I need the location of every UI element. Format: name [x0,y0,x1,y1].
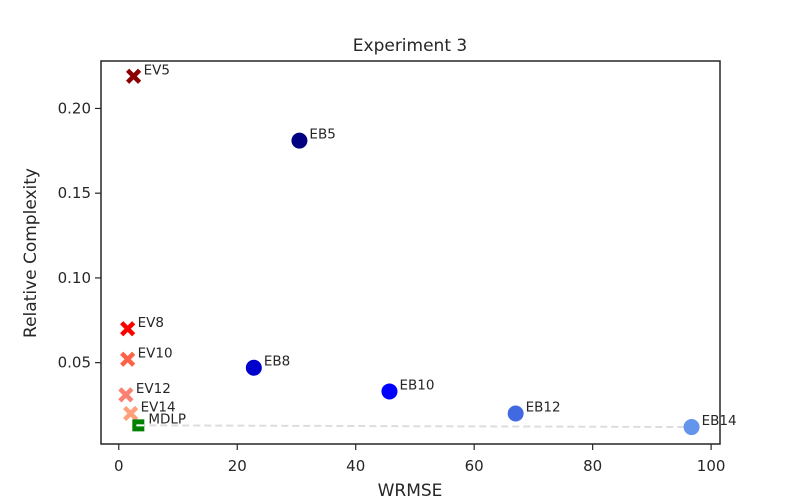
point-eb14-label: EB14 [702,413,737,429]
point-ev14-marker [123,405,139,422]
point-eb8-marker [245,359,262,376]
x-tick-label: 80 [583,457,602,475]
point-ev8-marker [120,321,136,337]
point-mdlp-label: MDLP [148,411,186,427]
point-ev5-label: EV5 [144,62,170,78]
chart-title: Experiment 3 [353,36,467,56]
x-tick-label: 40 [346,457,365,475]
y-tick-label: 0.15 [58,184,91,202]
point-ev10-marker [120,351,136,367]
point-eb12-label: EB12 [526,399,561,415]
point-eb5-marker [291,132,308,149]
y-axis-label: Relative Complexity [21,168,41,338]
point-eb10-label: EB10 [399,377,434,393]
x-axis-label: WRMSE [378,481,443,500]
point-eb14-marker [683,419,700,436]
y-tick-label: 0.10 [58,269,91,287]
y-axis: 0.05 0.10 0.15 0.20 [58,99,101,372]
point-ev8-label: EV8 [138,315,164,331]
plot-frame [100,60,721,445]
point-mdlp-marker [132,419,145,432]
point-ev10-label: EV10 [138,345,173,361]
y-tick-label: 0.05 [58,354,91,372]
pareto-line [138,424,692,429]
x-tick-label: 60 [465,457,484,475]
point-eb12-marker [507,405,524,422]
point-eb5-label: EB5 [309,127,335,143]
point-ev12-label: EV12 [136,381,171,397]
x-tick-label: 0 [114,457,124,475]
x-tick-label: 100 [697,457,726,475]
point-eb10-marker [381,383,398,400]
point-ev5-marker [125,68,142,84]
point-eb8-label: EB8 [264,354,290,370]
point-ev12-marker [118,387,134,403]
x-tick-label: 20 [228,457,247,475]
x-axis: 0 20 40 60 80 100 [114,444,725,475]
y-tick-label: 0.20 [58,99,91,117]
point-ev14-label: EV14 [141,399,176,415]
